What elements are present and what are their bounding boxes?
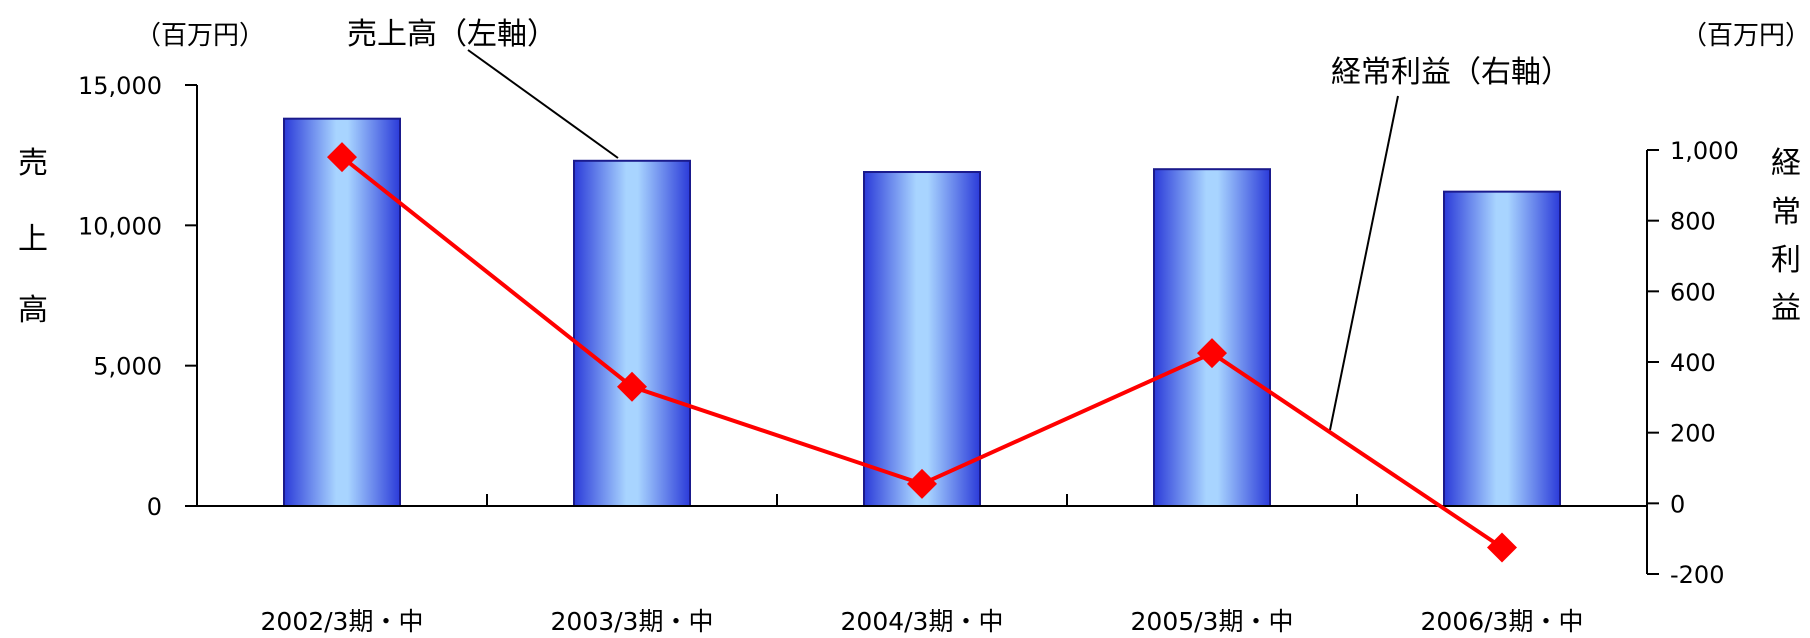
right-axis-title-char: 経 <box>1771 146 1801 181</box>
bar <box>1443 190 1561 508</box>
bar <box>283 117 401 508</box>
profit-marker <box>327 142 357 173</box>
profit-marker <box>1487 532 1517 563</box>
right-axis-unit: （百万円） <box>1681 21 1810 51</box>
right-axis-title-char: 利 <box>1771 243 1801 278</box>
bar-series <box>283 117 1561 508</box>
left-axis-title-char: 高 <box>18 293 48 328</box>
left-axis-unit: （百万円） <box>135 21 265 51</box>
bar <box>863 171 981 508</box>
bar-series-annotation: 売上高（左軸） <box>347 17 557 52</box>
category-label: 2004/3期・中 <box>841 607 1004 636</box>
left-axis-title-char: 上 <box>18 222 48 257</box>
right-tick-label: 200 <box>1670 420 1716 448</box>
right-tick-label: -200 <box>1670 561 1724 589</box>
right-tick-label: 400 <box>1670 349 1716 377</box>
category-label: 2006/3期・中 <box>1421 607 1584 636</box>
profit-marker <box>907 468 937 499</box>
bar-annotation-leader <box>467 49 619 159</box>
bar <box>573 159 691 507</box>
profit-marker <box>1197 338 1227 369</box>
category-label: 2003/3期・中 <box>551 607 714 636</box>
right-tick-label: 800 <box>1670 208 1716 236</box>
line-series <box>327 142 1517 563</box>
bar <box>1153 168 1271 507</box>
left-tick-label: 5,000 <box>93 353 162 381</box>
left-tick-label: 15,000 <box>78 72 162 100</box>
right-axis-title-char: 常 <box>1771 195 1801 230</box>
line-series-annotation: 経常利益（右軸） <box>1331 55 1571 90</box>
axis-ticks <box>185 84 1659 575</box>
left-axis-title-char: 売 <box>18 146 48 181</box>
category-label: 2002/3期・中 <box>261 607 424 636</box>
category-label: 2005/3期・中 <box>1131 607 1294 636</box>
left-tick-label: 0 <box>147 493 162 521</box>
profit-marker <box>617 371 647 402</box>
right-tick-label: 1,000 <box>1670 137 1739 165</box>
line-annotation-leader <box>1329 95 1399 431</box>
right-axis-title-char: 益 <box>1771 291 1801 326</box>
axis-labels: 0 5,000 10,000 15,000 -200 0 200 400 600 800 1,000… <box>78 72 1739 636</box>
left-tick-label: 10,000 <box>78 212 162 240</box>
right-tick-label: 600 <box>1670 278 1716 306</box>
right-tick-label: 0 <box>1670 490 1685 518</box>
